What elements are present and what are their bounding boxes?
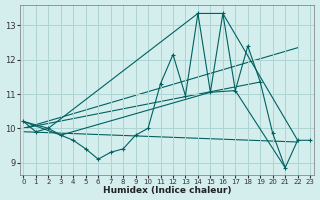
X-axis label: Humidex (Indice chaleur): Humidex (Indice chaleur) xyxy=(102,186,231,195)
